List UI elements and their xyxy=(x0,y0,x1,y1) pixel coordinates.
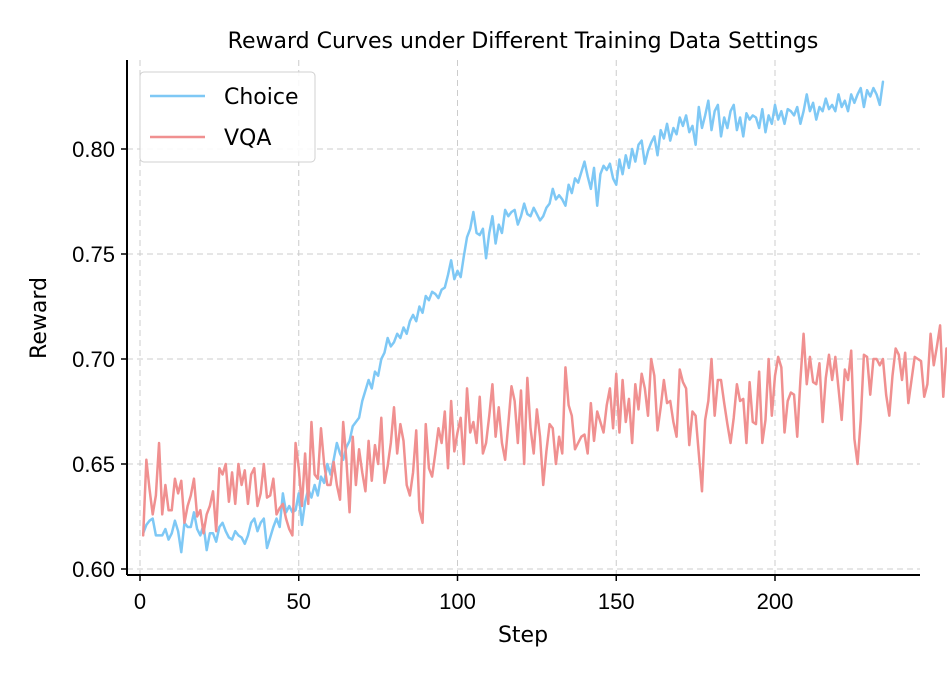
y-tick-label: 0.75 xyxy=(72,242,115,267)
x-tick-label: 150 xyxy=(598,589,635,614)
x-tick-label: 200 xyxy=(757,589,794,614)
x-tick-label: 0 xyxy=(134,589,146,614)
y-axis-label: Reward xyxy=(27,277,52,359)
x-tick-label: 100 xyxy=(439,589,476,614)
series-lines xyxy=(141,80,947,554)
y-tick-label: 0.65 xyxy=(72,452,115,477)
x-axis-label: Step xyxy=(498,623,548,648)
y-tick-label: 0.80 xyxy=(72,137,115,162)
x-tick-label: 50 xyxy=(287,589,311,614)
legend-box xyxy=(139,71,316,163)
series-line-choice xyxy=(141,80,885,554)
series-line-vqa xyxy=(141,324,947,537)
chart-title: Reward Curves under Different Training D… xyxy=(228,29,819,54)
y-tick-label: 0.70 xyxy=(72,347,115,372)
legend-label-choice: Choice xyxy=(224,85,299,110)
legend: Choice VQA xyxy=(139,71,316,163)
axis-ticks: 0 50 100 150 200 0.60 0.65 0.70 0.75 0.80 xyxy=(72,137,793,614)
y-tick-label: 0.60 xyxy=(72,557,115,582)
legend-label-vqa: VQA xyxy=(224,126,271,151)
